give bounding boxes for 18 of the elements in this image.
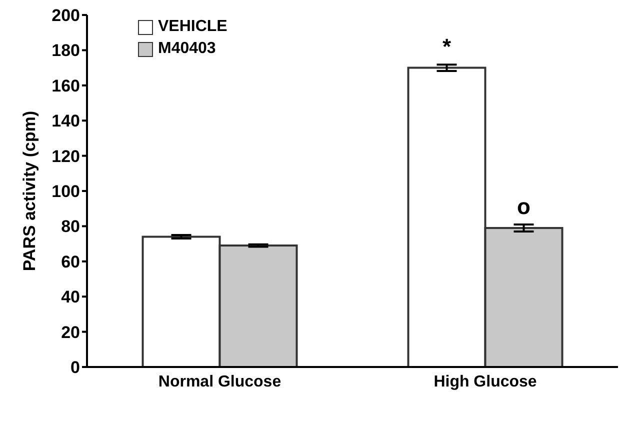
y-tick-label: 20 [61, 322, 80, 342]
y-tick-label: 40 [61, 288, 80, 307]
x-tick-label: Normal Glucose [158, 373, 282, 390]
annotation: * [442, 34, 452, 60]
y-tick-label: 120 [52, 146, 80, 166]
y-tick-label: 140 [52, 112, 80, 131]
y-tick-label: 100 [52, 182, 80, 202]
annotation: o [517, 194, 530, 219]
y-tick-label: 80 [61, 217, 80, 236]
legend-label: M40403 [158, 40, 216, 58]
x-tick-label: High Glucose [434, 373, 537, 390]
y-tick-label: 160 [52, 76, 80, 96]
y-tick-label: 180 [52, 41, 80, 60]
y-tick-label: 0 [70, 358, 80, 378]
y-axis-title: PARS activity (cpm) [20, 110, 40, 272]
y-tick-label: 200 [52, 6, 80, 26]
legend-label: VEHICLE [158, 18, 228, 36]
y-tick-label: 60 [61, 252, 80, 272]
